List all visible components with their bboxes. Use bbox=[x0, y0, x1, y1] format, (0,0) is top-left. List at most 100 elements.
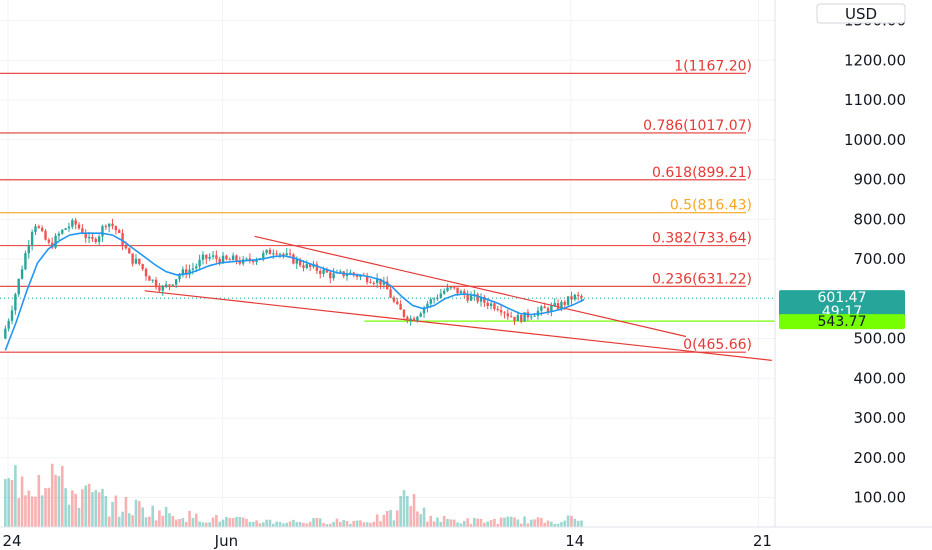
volume-bar bbox=[201, 522, 205, 527]
time-axis[interactable]: 24 Jun 14 21 bbox=[2, 532, 771, 550]
volume-bar bbox=[365, 522, 369, 527]
candle-body bbox=[141, 264, 144, 270]
volume-bar bbox=[429, 515, 433, 527]
volume-bar bbox=[312, 518, 315, 527]
volume-bar bbox=[543, 522, 546, 527]
volume-bar bbox=[422, 507, 426, 527]
volume-bar bbox=[101, 488, 104, 527]
volume-bar bbox=[493, 518, 496, 527]
candle-body bbox=[188, 269, 191, 275]
volume-bar bbox=[308, 521, 312, 527]
candle-body bbox=[322, 269, 325, 274]
volume-bar bbox=[131, 515, 134, 527]
volume-bar bbox=[499, 517, 503, 527]
candle-body bbox=[71, 220, 74, 227]
candle-body bbox=[114, 226, 118, 231]
candle-body bbox=[181, 269, 185, 276]
trendline-upper[interactable] bbox=[254, 235, 687, 338]
volume-bar bbox=[261, 522, 265, 527]
candle-body bbox=[439, 293, 443, 298]
candle-body bbox=[523, 312, 526, 322]
candle-body bbox=[305, 264, 309, 268]
volume-bar bbox=[446, 518, 449, 527]
candle-body bbox=[288, 253, 292, 255]
volume-bar bbox=[489, 520, 493, 527]
candle-body bbox=[245, 258, 248, 260]
volume-bar bbox=[426, 521, 429, 527]
volume-bar bbox=[178, 519, 181, 527]
candle-body bbox=[516, 315, 520, 321]
volume-bar bbox=[4, 479, 7, 527]
candle-body bbox=[107, 223, 111, 227]
volume-bar bbox=[74, 493, 77, 527]
volume-bar bbox=[513, 517, 516, 527]
volume-bar bbox=[134, 499, 138, 527]
volume-bar bbox=[442, 515, 446, 527]
candle-body bbox=[24, 253, 27, 270]
candle-body bbox=[255, 259, 258, 263]
volume-bar bbox=[339, 522, 342, 527]
volume-bar bbox=[215, 514, 218, 527]
candle-body bbox=[268, 249, 272, 255]
volume-bar bbox=[104, 496, 108, 527]
candle-body bbox=[580, 295, 583, 298]
volume-bar bbox=[436, 517, 439, 527]
volume-bar bbox=[526, 523, 530, 527]
candle-body bbox=[429, 299, 432, 304]
volume-bar bbox=[40, 495, 44, 527]
trendline-lower[interactable] bbox=[144, 290, 772, 361]
volume-bar bbox=[439, 521, 443, 527]
volume-bar bbox=[238, 516, 242, 527]
candle-body bbox=[221, 255, 225, 264]
candle-body bbox=[556, 303, 560, 309]
volume-bar bbox=[328, 523, 332, 527]
candle-body bbox=[576, 294, 580, 296]
volume-bar bbox=[385, 510, 389, 527]
candle-body bbox=[57, 233, 61, 236]
candle-body bbox=[131, 253, 134, 264]
candle-body bbox=[205, 254, 208, 259]
candle-body bbox=[101, 226, 104, 237]
candle-body bbox=[128, 248, 131, 254]
candle-body bbox=[278, 253, 282, 255]
currency-button[interactable]: USD bbox=[816, 3, 906, 24]
volume-bar bbox=[466, 518, 469, 527]
candle-body bbox=[412, 318, 416, 321]
candle-body bbox=[339, 271, 342, 273]
candle-body bbox=[396, 301, 399, 305]
volume-bar bbox=[154, 520, 158, 527]
candle-body bbox=[453, 287, 456, 289]
candle-body bbox=[298, 259, 302, 266]
candle-body bbox=[389, 289, 392, 298]
currency-label: USD bbox=[845, 5, 877, 23]
fib-level-label: 0.786(1017.07) bbox=[643, 118, 752, 134]
candle-body bbox=[540, 306, 543, 311]
volume-bar bbox=[14, 465, 17, 527]
volume-bar bbox=[50, 463, 54, 527]
candle-body bbox=[282, 253, 285, 256]
volume-bar bbox=[452, 519, 456, 527]
candle-body bbox=[164, 284, 168, 287]
volume-bar bbox=[375, 514, 379, 527]
volume-bar bbox=[87, 483, 91, 527]
x-tick-label: 14 bbox=[565, 532, 584, 550]
volume-bar bbox=[573, 518, 577, 527]
candle-body bbox=[409, 318, 412, 321]
volume-bar bbox=[225, 516, 228, 527]
volume-bars bbox=[4, 463, 583, 527]
y-tick-label: 800.00 bbox=[854, 210, 907, 228]
candle-body bbox=[319, 270, 322, 274]
volume-bar bbox=[71, 490, 74, 527]
candle-body bbox=[379, 278, 382, 285]
volume-bar bbox=[298, 522, 302, 527]
y-tick-label: 500.00 bbox=[854, 330, 907, 348]
candle-body bbox=[37, 226, 41, 228]
trendlines[interactable] bbox=[144, 235, 772, 361]
fibonacci-levels bbox=[0, 72, 746, 353]
price-axis[interactable]: 100.00200.00300.00400.00500.00600.00700.… bbox=[844, 12, 906, 507]
volume-bar bbox=[342, 520, 345, 527]
candle-body bbox=[399, 304, 402, 310]
candle-body bbox=[44, 230, 47, 240]
volume-bar bbox=[27, 490, 31, 527]
